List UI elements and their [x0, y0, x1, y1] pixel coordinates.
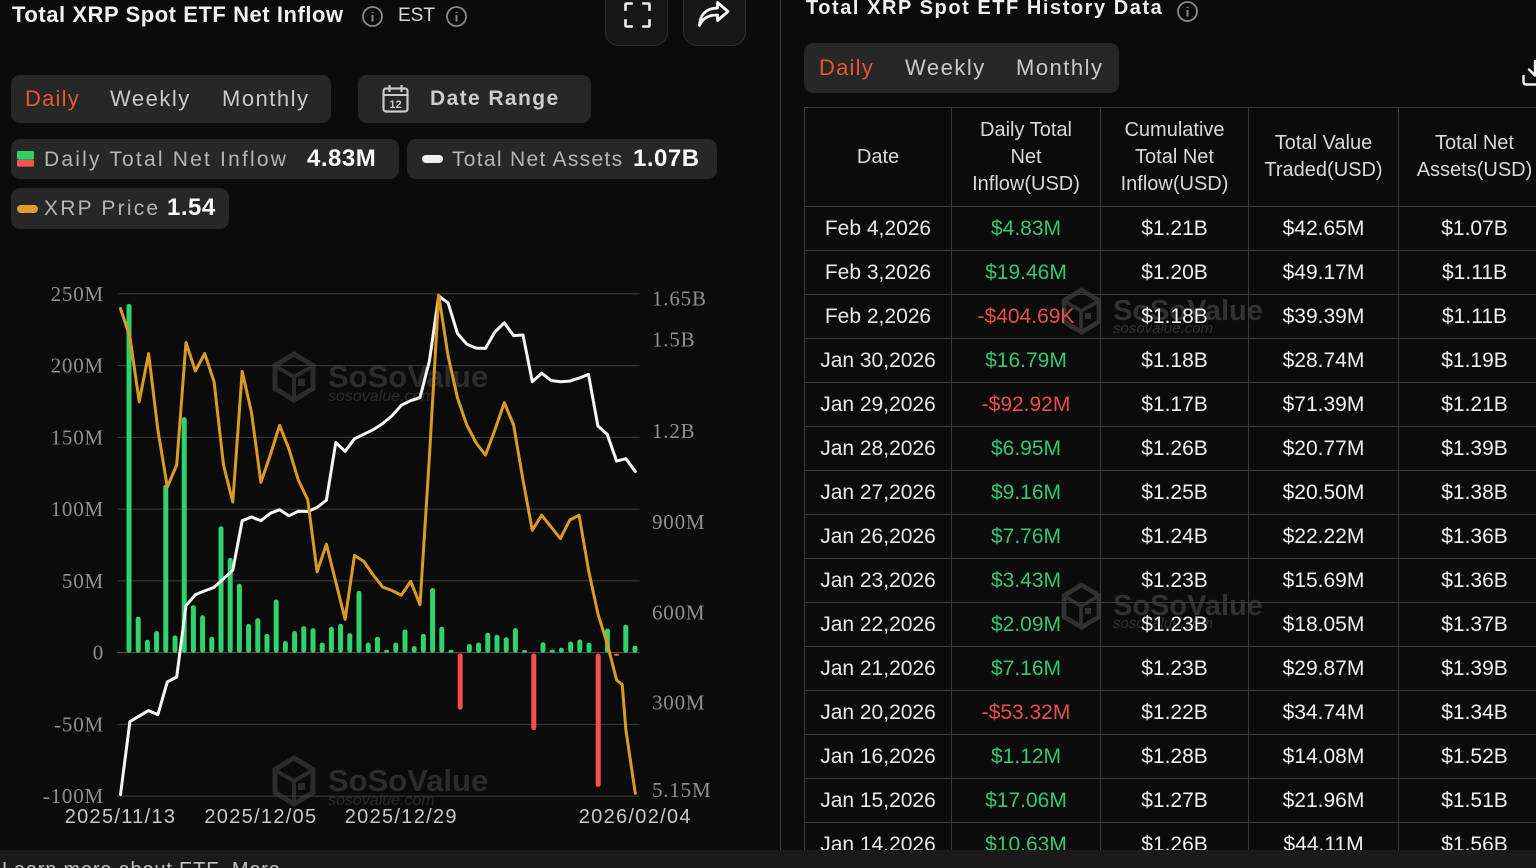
svg-text:1.5B: 1.5B — [652, 327, 695, 351]
svg-text:2025/12/29: 2025/12/29 — [345, 806, 458, 828]
svg-text:300M: 300M — [652, 691, 705, 715]
svg-text:0: 0 — [93, 641, 104, 665]
svg-text:2026/02/04: 2026/02/04 — [579, 806, 692, 828]
svg-text:1.2B: 1.2B — [652, 419, 695, 443]
svg-text:50M: 50M — [62, 569, 104, 593]
svg-text:150M: 150M — [51, 425, 104, 449]
svg-text:SoSoValue: SoSoValue — [328, 763, 488, 798]
svg-text:2025/12/05: 2025/12/05 — [204, 806, 317, 828]
svg-text:1.65B: 1.65B — [652, 286, 707, 310]
svg-text:900M: 900M — [652, 510, 705, 534]
svg-text:2025/11/13: 2025/11/13 — [65, 806, 177, 828]
svg-text:200M: 200M — [51, 354, 104, 378]
svg-text:5.15M: 5.15M — [652, 778, 711, 802]
svg-text:250M: 250M — [51, 282, 104, 306]
svg-text:-50M: -50M — [54, 712, 104, 736]
svg-text:-100M: -100M — [43, 784, 104, 808]
svg-text:600M: 600M — [652, 601, 705, 625]
svg-text:SoSoValue: SoSoValue — [328, 359, 488, 394]
svg-text:100M: 100M — [51, 497, 104, 521]
svg-text:12: 12 — [389, 99, 401, 111]
